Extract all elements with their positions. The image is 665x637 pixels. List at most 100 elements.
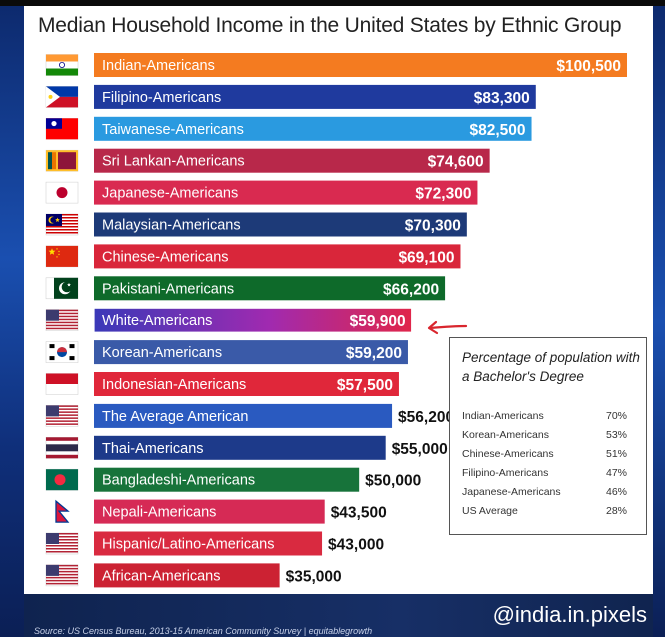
box-title: Percentage of population with a Bachelor… [462,350,640,384]
bar-value-label: $100,500 [556,58,621,75]
bar-row: Filipino-Americans $83,300 [94,84,536,109]
bar-category-label: The Average American [102,409,248,425]
chart-title: Median Household Income in the United St… [38,14,622,37]
bar [94,563,280,588]
bars-group: Indian-Americans $100,500 Filipino-America… [93,53,627,588]
bar [94,308,412,333]
background-left [0,6,24,637]
bar [94,212,467,237]
south-korea-flag [45,341,79,363]
bar-row: Chinese-Americans $69,100 [94,244,461,269]
japan-flag [45,181,79,204]
box-row-name: Chinese-Americans [462,448,554,460]
bar-category-label: Indonesian-Americans [102,377,246,393]
usa-flag [45,405,79,427]
bar-value-label: $50,000 [365,473,421,490]
box-row-name: US Average [462,505,518,517]
bar-row: Bangladeshi-Americans $50,000 [94,467,421,492]
indonesia-flag [45,373,79,395]
bangladesh-flag [45,468,79,491]
bar-row: Taiwanese-Americans $82,500 [94,116,532,141]
box-row: Chinese-Americans 51% [462,448,637,462]
bar-category-label: Taiwanese-Americans [102,122,244,138]
bar-row: White-Americans $59,900 [93,307,413,333]
box-row-value: 46% [606,486,628,498]
box-row-value: 47% [606,467,628,479]
usa-flag [45,564,79,587]
bar-row: Korean-Americans $59,200 [94,340,408,365]
bar-row: Indonesian-Americans $57,500 [94,372,399,396]
box-row: Korean-Americans 53% [462,429,637,443]
bar-row: Pakistani-Americans $66,200 [94,276,446,301]
usa-flag [45,309,79,331]
bar [94,276,446,301]
box-row: Indian-Americans 70% [462,410,637,424]
bar-value-label: $74,600 [428,154,484,171]
bar [94,435,386,460]
bar-row: African-Americans $35,000 [94,563,342,588]
bar-value-label: $43,500 [331,505,387,522]
box-row: US Average 28% [462,505,637,519]
bar-value-label: $72,300 [415,186,471,203]
bar-category-label: Indian-Americans [102,58,215,74]
bar [94,84,536,109]
bar-value-label: $59,200 [346,345,402,362]
bar-value-label: $66,200 [383,281,439,298]
bachelor-degree-box: Percentage of population with a Bachelor… [449,337,647,535]
nepal-flag [45,499,79,523]
bar-category-label: Malaysian-Americans [102,218,241,234]
bar-row: Sri Lankan-Americans $74,600 [94,148,490,173]
bar-category-label: Filipino-Americans [102,90,221,106]
bar [94,148,490,173]
taiwan-flag [45,118,79,140]
infographic-panel: Median Household Income in the United St… [24,6,653,637]
bar-value-label: $57,500 [337,377,393,394]
bar-chart: Indian-Americans $100,500 Filipino-America… [45,53,627,588]
bar-row: Malaysian-Americans $70,300 [94,212,467,237]
bar [94,340,408,365]
bar-value-label: $43,000 [328,537,384,554]
malaysia-flag [45,213,79,236]
box-row-name: Indian-Americans [462,410,544,422]
bar-value-label: $70,300 [405,218,461,235]
bar-category-label: Chinese-Americans [102,249,229,265]
philippines-flag [45,86,79,108]
bar [94,467,360,492]
bar-row: The Average American $56,200 [94,403,454,428]
background-right [653,6,665,637]
bar [94,372,399,396]
box-row-name: Japanese-Americans [462,486,561,498]
box-row-value: 53% [606,429,628,441]
bar-category-label: Sri Lankan-Americans [102,154,245,170]
bar [94,403,393,428]
pakistan-flag [45,277,79,300]
bar-category-label: Thai-Americans [102,441,204,457]
highlight-arrow-icon [427,320,468,335]
bar-row: Nepali-Americans $43,500 [94,499,387,524]
usa-flag [45,532,79,555]
china-flag [45,245,79,268]
flags-group [45,54,79,587]
bar-row: Thai-Americans $55,000 [94,435,448,460]
bar-category-label: Nepali-Americans [102,505,216,521]
box-row: Filipino-Americans 47% [462,467,637,481]
box-row-value: 51% [606,448,628,460]
bar [94,53,627,77]
bar [94,244,461,269]
bar-row: Indian-Americans $100,500 [94,53,627,77]
bar-value-label: $35,000 [286,568,342,585]
top-bar [0,0,665,6]
india-flag [45,54,79,76]
box-row-value: 70% [606,410,628,422]
bar [94,116,532,141]
bar-category-label: Hispanic/Latino-Americans [102,537,274,553]
bar-value-label: $83,300 [474,90,530,107]
bar-category-label: African-Americans [102,568,220,584]
bar-category-label: Korean-Americans [102,345,222,361]
bar-value-label: $56,200 [398,409,454,426]
source-note: Source: US Census Bureau, 2013-15 Americ… [34,626,373,636]
bar-value-label: $82,500 [470,122,526,139]
social-handle[interactable]: @india.in.pixels [492,602,647,627]
bar-value-label: $59,900 [350,313,406,330]
box-row: Japanese-Americans 46% [462,486,637,500]
